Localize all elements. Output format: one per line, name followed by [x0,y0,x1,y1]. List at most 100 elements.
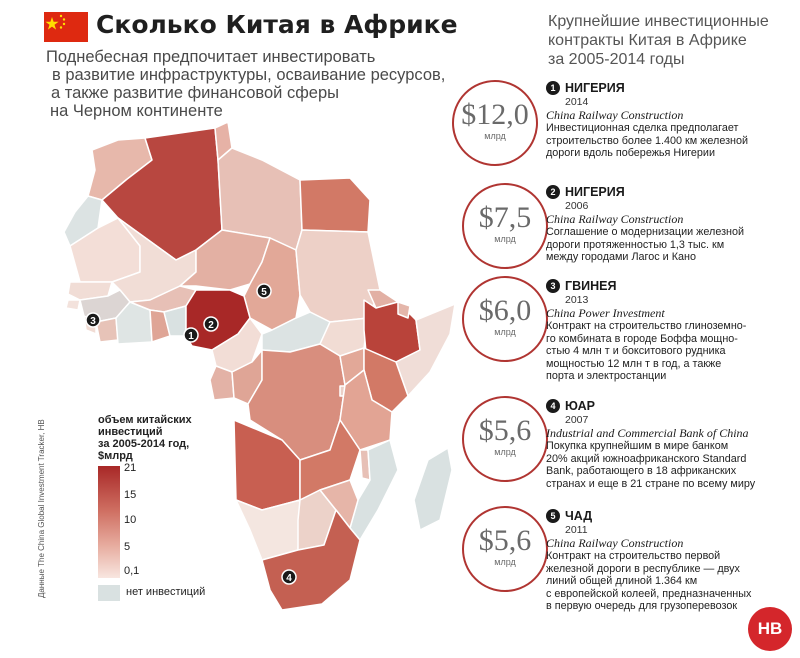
description-line: строительство более 1.400 км железной [546,134,749,147]
contract-number-badge: 1 [546,81,560,95]
legend-color-scale [98,466,120,578]
contract-entry: 5 ЧАД 2011 China Railway Construction Кон… [546,508,786,613]
map-marker-label: 4 [286,573,292,584]
description-line: с европейской колеей, предназначенных [546,587,752,600]
contract-year: 2007 [565,414,589,426]
country-niger [179,229,271,291]
contracts-heading: Крупнейшие инвестиционные контракты Кита… [548,12,769,69]
amount-unit: млрд [494,234,516,244]
description-line: железной дороги в республике — двух [546,562,740,575]
legend-title-line: инвестиций [98,426,163,438]
amount-value: $5,6 [478,414,532,447]
amount-value: $12,0 [461,98,529,131]
contract-description: Контракт на строительство первой железно… [546,550,786,613]
legend-tick: 15 [124,489,137,501]
amount-value: $5,6 [478,524,532,557]
legend-title-line: объем китайских [98,414,192,426]
description-line: странах и еще в 21 стране по всему миру [546,477,756,490]
amount-circle: $5,6 млрд [462,396,548,482]
contract-number-badge: 2 [546,185,560,199]
map-marker-3: 3 [85,312,101,328]
contract-country: НИГЕРИЯ [565,185,625,199]
contract-year: 2014 [565,96,589,108]
contract-country: НИГЕРИЯ [565,81,625,95]
contract-company: China Railway Construction [546,108,684,122]
legend-title: объем китайских инвестиций за 2005-2014 … [98,414,208,462]
country-gabon [209,365,235,401]
description-line: го комбината в городе Боффа мощно- [546,332,738,345]
country-namibia [235,499,301,561]
description-line: между городами Лагос и Кано [546,251,696,264]
amount-circle: $5,6 млрд [462,506,548,592]
country-djibouti [397,301,411,319]
country-egypt [299,177,371,233]
page-subtitle: Поднебесная предпочитает инвестировать в… [46,48,446,120]
contract-description: Соглашение о модернизации железной дорог… [546,226,786,264]
page-title: Сколько Китая в Африке [96,10,458,39]
contract-description: Покупка крупнейшим в мире банком 20% акц… [546,440,786,490]
legend-tick: 10 [124,514,137,526]
contracts-heading-line: контракты Китая в Африке [548,32,747,49]
legend-tick: 5 [124,541,131,553]
amount-value: $7,5 [478,201,532,234]
contract-country: ГВИНЕЯ [565,279,617,293]
amount-unit: млрд [494,327,516,337]
contract-country: ЮАР [565,399,595,413]
amount-unit: млрд [494,557,516,567]
description-line: Инвестиционная сделка предполагает [546,122,739,134]
contract-description: Инвестиционная сделка предполагает строи… [546,122,786,160]
description-line: стью 4 млн т и бокситового рудника [546,345,726,358]
map-marker-5: 5 [256,283,272,299]
contract-number-badge: 5 [546,509,560,523]
description-line: Контракт на строительство первой [546,550,721,562]
contract-year: 2011 [565,524,588,536]
description-line: Покупка крупнейшим в мире банком [546,440,729,452]
country-somalia [395,303,456,397]
amount-unit: млрд [494,447,516,457]
map-marker-2: 2 [203,316,219,332]
description-line: Bank, работающего в 18 африканских [546,465,737,478]
legend-no-data-swatch [98,585,120,601]
description-line: Контракт на строительство глиноземно- [546,320,747,332]
legend-tick: 0,1 [124,565,140,577]
subtitle-line: а также развитие финансовой сферы [51,84,339,102]
contract-year: 2013 [565,294,589,306]
map-marker-1: 1 [183,327,199,343]
contract-entry: 3 ГВИНЕЯ 2013 China Power Investment Конт… [546,278,786,383]
map-markers: 1 2 3 4 5 [85,283,297,585]
contract-company: China Railway Construction [546,212,684,226]
subtitle-line: на Черном континенте [50,102,223,120]
country-guinea-bissau [65,299,81,311]
legend-no-data-label: нет инвестиций [126,586,206,598]
description-line: 20% акций южноафриканского Standard [546,452,747,465]
contract-company: China Power Investment [546,306,665,320]
contract-entry: 1 НИГЕРИЯ 2014 China Railway Construction… [546,80,786,160]
contract-number-badge: 3 [546,279,560,293]
amount-value: $6,0 [478,294,532,327]
description-line: порта и электростанции [546,370,667,383]
country-madagascar [413,447,453,531]
contract-description: Контракт на строительство глиноземно- го… [546,320,786,383]
country-south-africa [261,509,361,611]
source-note: Данные The China Global Investment Track… [37,419,46,598]
amount-circle: $7,5 млрд [462,183,548,269]
nv-logo: НВ [748,607,792,651]
contract-entry: 2 НИГЕРИЯ 2006 China Railway Construction… [546,184,786,264]
description-line: линий общей длиной 1.364 км [546,575,698,588]
contract-year: 2006 [565,200,589,212]
china-flag-icon [44,12,88,42]
subtitle-line: в развитие инфраструктуры, осваивание ре… [52,66,446,84]
contract-company: Industrial and Commercial Bank of China [546,426,749,440]
legend-tick: 21 [124,462,137,474]
map-marker-4: 4 [281,569,297,585]
contracts-heading-line: Крупнейшие инвестиционные [548,13,769,30]
contract-country: ЧАД [565,509,593,523]
description-line: дороги протяженностью 1,3 тыс. км [546,238,725,251]
amount-unit: млрд [484,131,506,141]
map-marker-label: 3 [90,316,96,327]
description-line: в первую очередь для грузоперевозок [546,600,738,613]
map-marker-label: 1 [188,331,194,342]
legend-title-line: за 2005-2014 год, [98,438,190,450]
description-line: мощностью 12 млн т в год, а также [546,357,722,370]
